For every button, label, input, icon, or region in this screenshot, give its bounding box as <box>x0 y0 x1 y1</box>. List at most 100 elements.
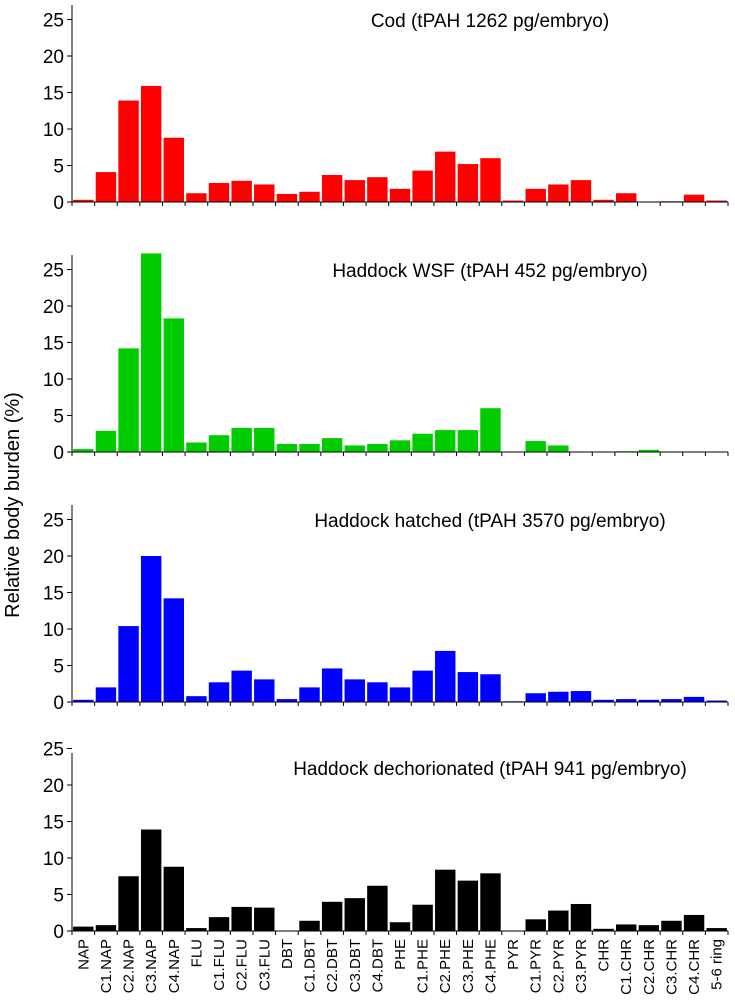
bar <box>412 670 433 702</box>
bar <box>208 183 230 202</box>
y-axis-label: Relative body burden (%) <box>2 392 24 618</box>
x-category-label: C2.DBT <box>324 939 341 992</box>
bar <box>638 925 660 931</box>
panel-title: Haddock hatched (tPAH 3570 pg/embryo) <box>314 511 665 532</box>
y-tick-label: 0 <box>53 193 64 214</box>
bar <box>73 699 94 702</box>
category-labels: NAP C1.NAP C2.NAP C3.NAP C4.NAP FLU C1.FLU C2.F… <box>75 939 725 995</box>
bar <box>163 318 185 452</box>
bar <box>367 885 388 931</box>
x-category-label: C4.PHE <box>482 939 499 993</box>
bar <box>276 699 298 702</box>
bar <box>299 191 320 202</box>
bar <box>706 700 727 702</box>
bar <box>457 672 479 702</box>
bar <box>186 928 207 931</box>
x-category-label: PHE <box>392 939 409 970</box>
y-tick-label: 0 <box>53 922 64 943</box>
bar <box>570 691 592 702</box>
x-category-label: C2.PYR <box>550 939 567 993</box>
x-category-label: C2.CHR <box>641 939 658 995</box>
bar <box>593 928 614 931</box>
bar <box>140 253 162 452</box>
y-tick-label: 25 <box>43 511 64 532</box>
bar <box>615 699 637 702</box>
bar <box>163 137 185 202</box>
bar <box>73 449 94 452</box>
x-category-label: C4.DBT <box>369 939 386 992</box>
bar <box>321 174 343 202</box>
y-tick-label: 0 <box>53 693 64 714</box>
bar <box>95 925 117 931</box>
bar <box>615 193 637 202</box>
y-tick-label: 25 <box>43 261 64 282</box>
bar <box>254 907 275 931</box>
bar <box>321 901 343 931</box>
bar <box>208 682 230 702</box>
y-tick-label: 15 <box>43 813 64 834</box>
bar <box>548 910 569 931</box>
bar <box>95 172 117 202</box>
bar <box>706 200 727 202</box>
bar <box>457 164 479 202</box>
bar <box>118 348 139 452</box>
bar <box>435 650 456 702</box>
y-tick-label: 15 <box>43 84 64 105</box>
bar <box>231 180 252 202</box>
bar <box>502 200 524 202</box>
bar <box>457 880 479 931</box>
bar <box>706 928 727 931</box>
bar <box>254 184 275 202</box>
bar <box>548 184 569 202</box>
bar <box>661 920 682 931</box>
bar <box>344 898 365 931</box>
y-tick-label: 10 <box>43 849 64 870</box>
bar <box>389 440 411 452</box>
bar <box>367 177 388 202</box>
bar <box>525 441 546 452</box>
x-category-label: C1.DBT <box>302 939 319 992</box>
bar <box>73 199 94 202</box>
bar <box>321 668 343 702</box>
x-category-label: C3.FLU <box>256 939 273 991</box>
panel-title: Cod (tPAH 1262 pg/embryo) <box>371 11 609 32</box>
x-category-label: NAP <box>75 939 92 970</box>
panel-title: Haddock WSF (tPAH 452 pg/embryo) <box>332 261 647 282</box>
bar <box>299 687 320 702</box>
bar <box>525 919 546 931</box>
bar <box>118 626 139 702</box>
bar <box>231 670 252 702</box>
bar <box>638 449 660 452</box>
bar <box>163 598 185 702</box>
y-tick-label: 15 <box>43 584 64 605</box>
bar <box>412 433 433 452</box>
bar <box>570 180 592 202</box>
x-category-label: C3.PHE <box>460 939 477 993</box>
bar <box>186 193 207 202</box>
bar <box>548 691 569 702</box>
bar <box>548 445 569 452</box>
y-tick-label: 20 <box>43 47 64 68</box>
y-tick-label: 5 <box>53 157 64 178</box>
bar <box>254 427 275 452</box>
panels: 0 5 10 15 20 25 Cod (tPAH 1262 pg/embryo) 0 5 10 1… <box>43 5 729 943</box>
x-category-label: C4.NAP <box>166 939 183 993</box>
x-category-label: 5-6 ring <box>709 939 726 990</box>
y-tick-label: 5 <box>53 407 64 428</box>
bar <box>140 829 162 931</box>
bar <box>163 866 185 931</box>
bar <box>231 906 252 931</box>
y-tick-label: 25 <box>43 11 64 32</box>
bar <box>480 873 501 931</box>
bar <box>276 443 298 452</box>
y-tick-label: 0 <box>53 443 64 464</box>
x-category-label: C1.PHE <box>415 939 432 993</box>
y-tick-label: 15 <box>43 334 64 355</box>
bar <box>73 926 94 931</box>
bar <box>95 430 117 452</box>
x-category-label: C1.NAP <box>98 939 115 993</box>
bar <box>95 687 117 702</box>
bar <box>435 869 456 931</box>
x-category-label: PYR <box>505 939 522 970</box>
